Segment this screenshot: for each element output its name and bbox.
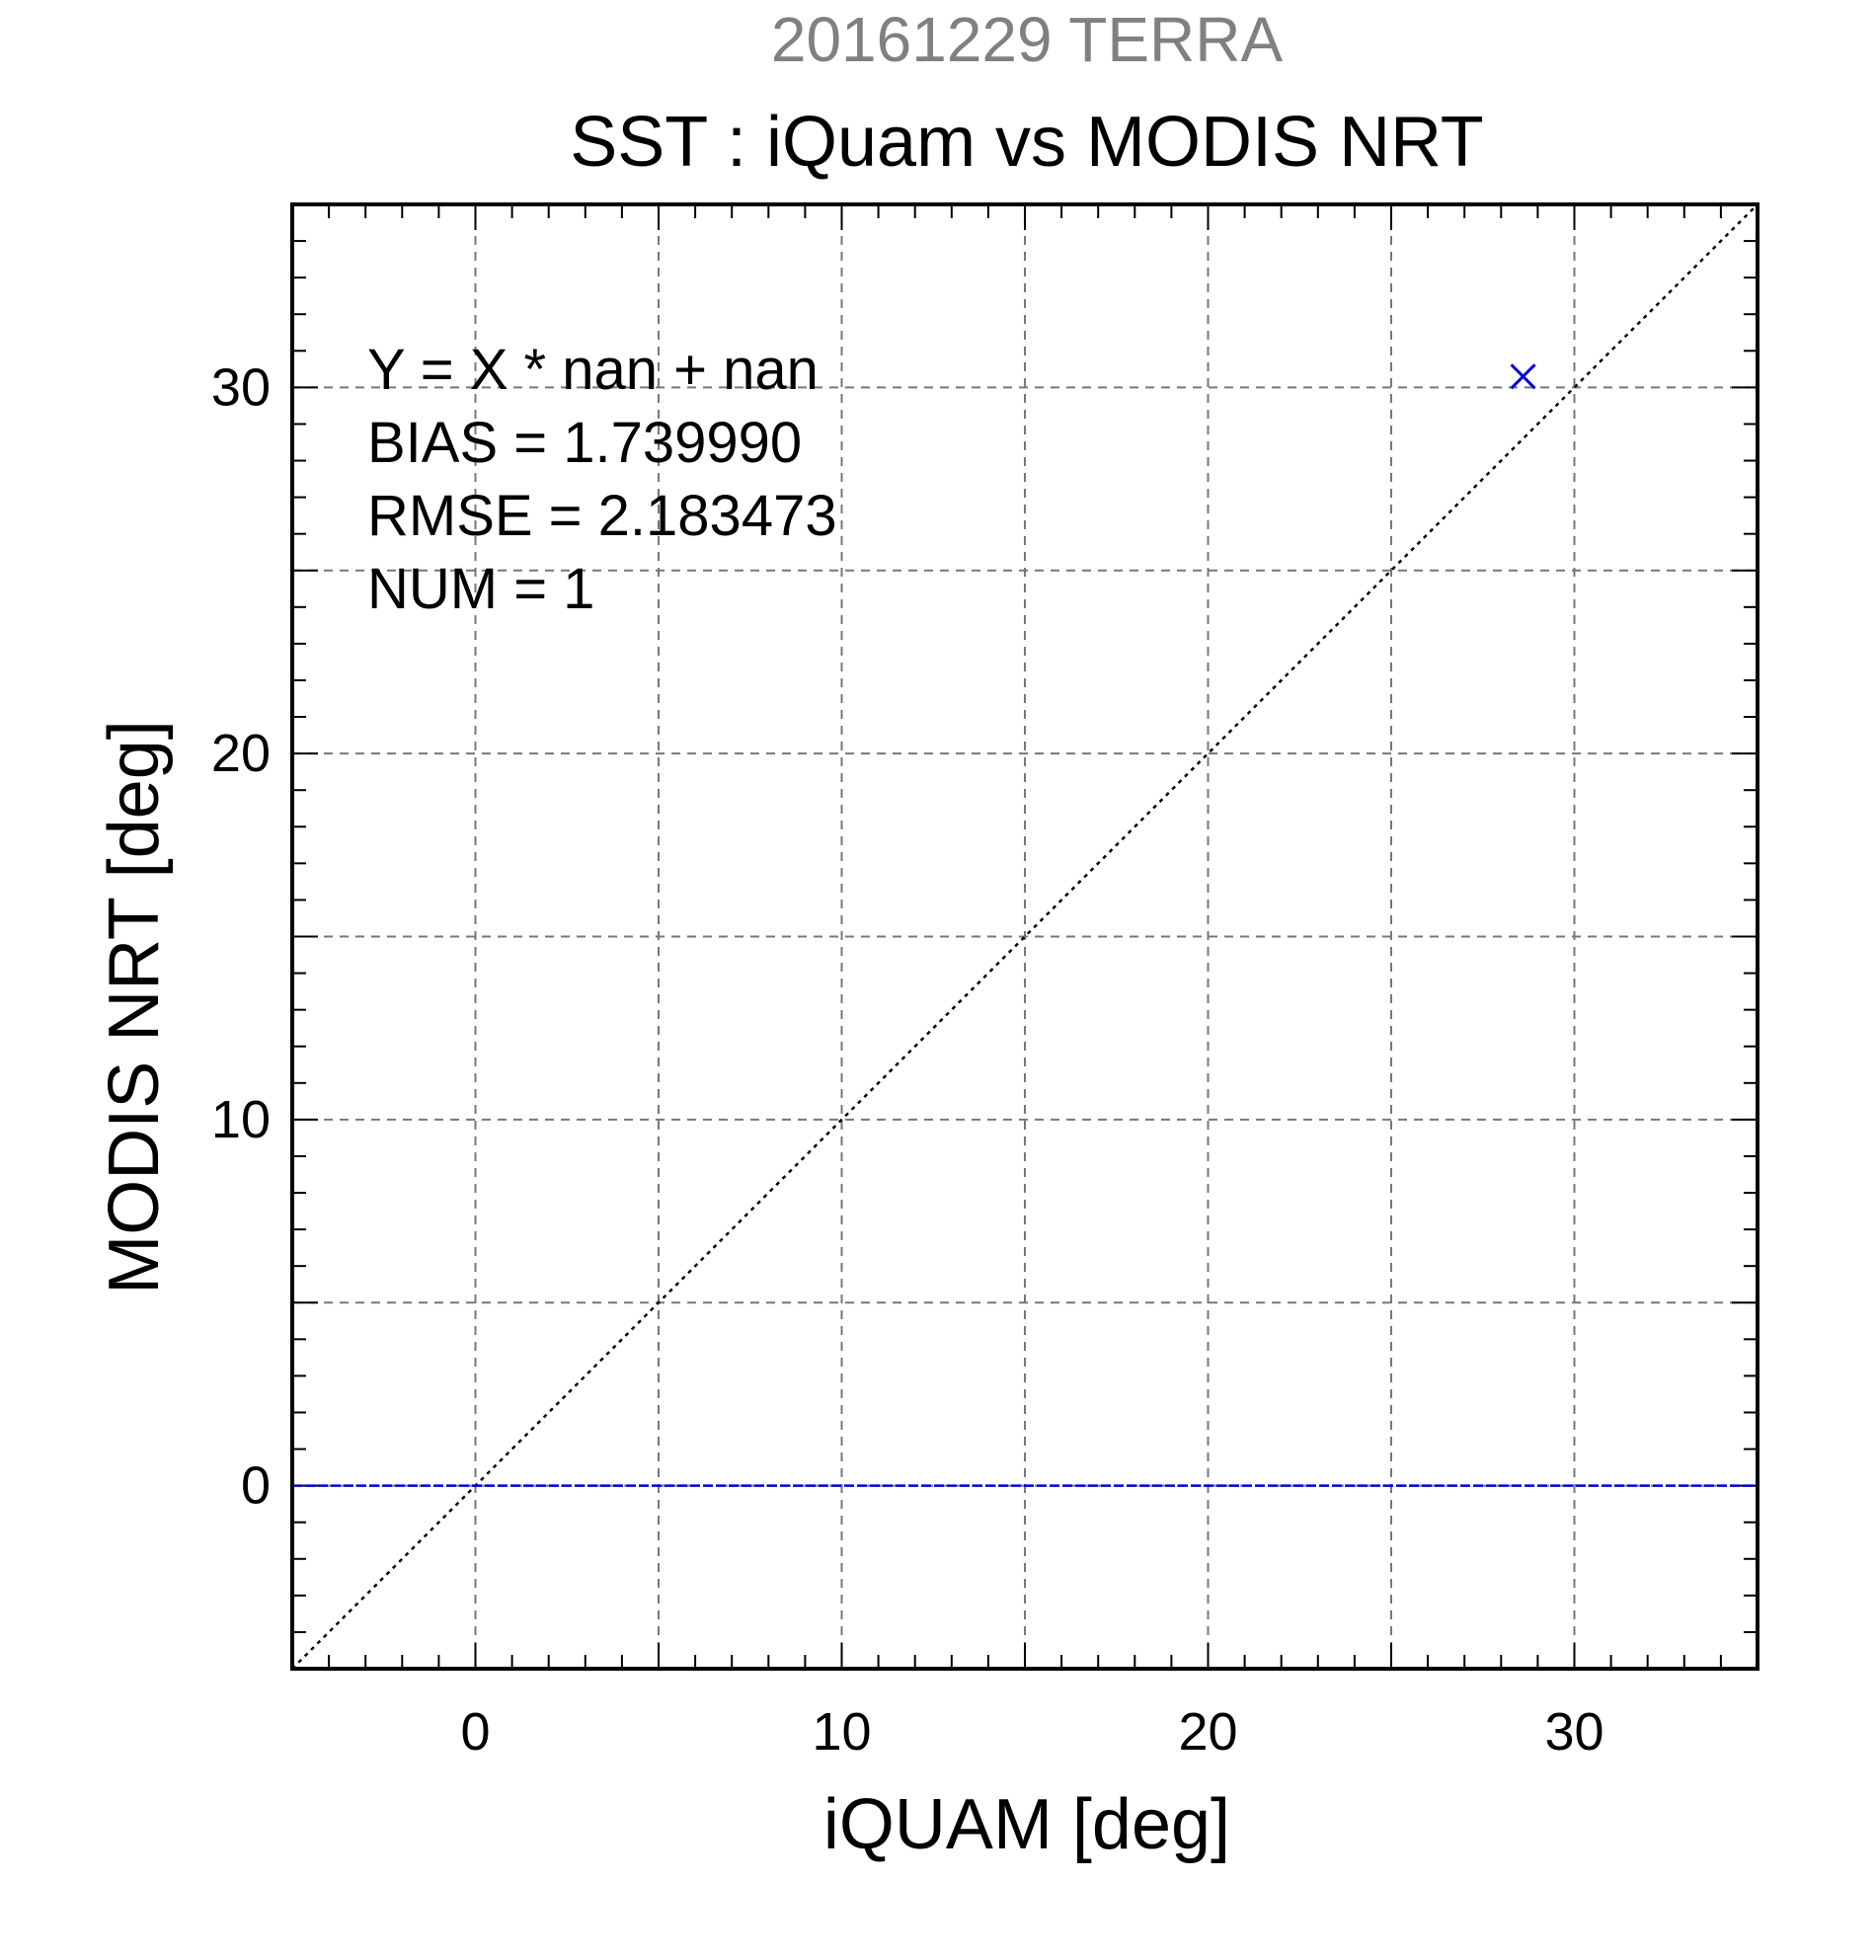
y-tick-label: 10: [211, 1090, 271, 1149]
x-axis-title: iQUAM [deg]: [823, 1785, 1230, 1864]
y-tick-labels: 0 10 20 30: [211, 357, 271, 1515]
x-tick-label: 0: [460, 1702, 490, 1762]
reference-lines: [291, 203, 1759, 1670]
bias-value: BIAS = 1.739990: [367, 411, 802, 475]
x-tick-labels: 0 10 20 30: [460, 1702, 1603, 1762]
plot-frame: [290, 202, 1759, 1671]
y-axis-title: MODIS NRT [deg]: [95, 720, 174, 1294]
x-tick-label: 20: [1178, 1702, 1237, 1762]
data-point-x-marker: [1510, 363, 1536, 390]
x-tick-label: 30: [1544, 1702, 1603, 1762]
y-tick-label: 30: [211, 357, 271, 417]
regression-equation: Y = X * nan + nan: [367, 338, 819, 402]
y-tick-label: 20: [211, 724, 271, 783]
x-tick-label: 10: [812, 1702, 871, 1762]
count-value: NUM = 1: [367, 557, 594, 621]
data-points: [1510, 363, 1536, 390]
chart-date-title: 20161229 TERRA: [771, 4, 1284, 75]
stats-annotation: Y = X * nan + nan BIAS = 1.739990 RMSE =…: [367, 338, 837, 621]
rmse-value: RMSE = 2.183473: [367, 484, 837, 548]
marker-stroke: [1510, 363, 1536, 390]
y-tick-label: 0: [241, 1456, 271, 1516]
chart-title: SST : iQuam vs MODIS NRT: [570, 103, 1484, 182]
one-to-one-line: [291, 203, 1759, 1670]
